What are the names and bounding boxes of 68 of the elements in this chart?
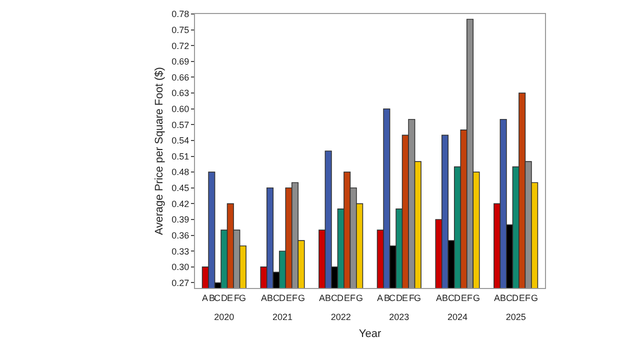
- text: A: [202, 293, 208, 303]
- text: F: [525, 293, 530, 303]
- text: A: [261, 293, 268, 303]
- series-label: F: [292, 293, 298, 303]
- y-tick-label: 0.75: [172, 24, 190, 35]
- y-tick-label: 0.60: [172, 104, 190, 114]
- text: F: [234, 293, 240, 303]
- series-label: G: [239, 293, 246, 303]
- text: B: [325, 293, 332, 303]
- y-tick-label: 0.39: [172, 214, 190, 225]
- series-label: B: [267, 293, 274, 303]
- text: F: [350, 293, 356, 303]
- text: A: [377, 293, 384, 303]
- x-tick-label: 2021: [272, 312, 293, 322]
- text: G: [414, 293, 422, 303]
- text: E: [227, 293, 234, 303]
- series-label: A: [319, 293, 326, 303]
- x-tick-label: 2020: [214, 312, 234, 322]
- x-tick-label: 2025: [506, 312, 526, 322]
- y-tick-label: 0.57: [172, 120, 190, 130]
- text: B: [384, 293, 390, 303]
- text: E: [286, 293, 292, 303]
- text: D: [279, 293, 286, 303]
- text: C: [389, 293, 396, 303]
- text: E: [344, 293, 350, 303]
- text: F: [409, 293, 414, 303]
- y-tick-label: 0.33: [172, 246, 190, 256]
- x-tick-label: 2024: [447, 312, 468, 322]
- y-tick-label: 0.63: [172, 88, 190, 98]
- text: E: [461, 293, 468, 303]
- y-tick-label: 0.72: [172, 40, 190, 51]
- text: E: [402, 293, 408, 303]
- text: B: [500, 293, 506, 303]
- y-tick-label: 0.36: [172, 230, 190, 240]
- text: D: [454, 293, 460, 303]
- y-tick-label: 0.30: [172, 262, 190, 272]
- y-tick-label: 0.27: [172, 278, 190, 288]
- x-tick-label: 2023: [389, 312, 410, 322]
- y-tick-label: 0.69: [172, 56, 190, 67]
- text: C: [506, 293, 512, 303]
- y-tick-label: 0.54: [172, 136, 190, 146]
- x-tick-label: 2022: [330, 312, 351, 322]
- text: C: [214, 293, 220, 303]
- text: B: [209, 293, 216, 303]
- series-label: C: [273, 293, 280, 303]
- text: F: [467, 293, 472, 303]
- series-label: D: [221, 293, 228, 303]
- text: G: [473, 293, 480, 303]
- x-axis-title: Year: [358, 328, 382, 340]
- text: D: [396, 293, 402, 303]
- text: D: [337, 293, 344, 303]
- y-axis-title: Average Price per Square Foot ($): [153, 67, 166, 235]
- text: G: [298, 293, 306, 303]
- text: C: [331, 293, 338, 303]
- text: A: [436, 293, 442, 303]
- y-tick-label: 0.45: [172, 183, 190, 194]
- y-tick-label: 0.66: [172, 72, 190, 82]
- text: G: [531, 293, 538, 303]
- text: G: [356, 293, 364, 303]
- y-tick-label: 0.78: [172, 9, 190, 20]
- y-tick-label: 0.42: [172, 198, 190, 209]
- series-label: E: [519, 293, 526, 303]
- y-tick-label: 0.51: [172, 151, 190, 162]
- text: B: [442, 293, 448, 303]
- y-tick-label: 0.48: [172, 167, 190, 178]
- text: A: [494, 293, 500, 303]
- text: D: [512, 293, 518, 303]
- text: C: [448, 293, 454, 303]
